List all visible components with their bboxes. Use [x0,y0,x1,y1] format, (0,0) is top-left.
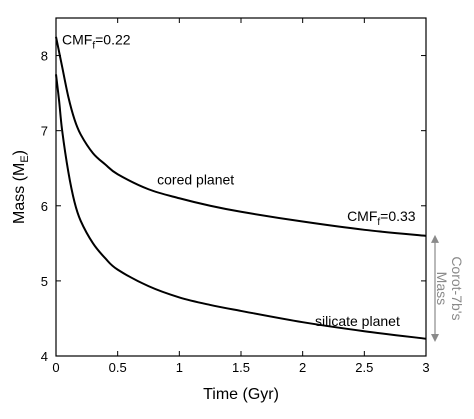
silicate-planet-line [55,74,427,340]
corot-label-line1: Corot-7b's [449,256,465,320]
cored-planet-label: cored planet [157,172,234,188]
corot-label-line2: Mass [434,272,450,305]
y-tick-label: 4 [41,349,48,364]
cored-planet-line [55,36,427,237]
series-group [55,36,427,340]
cmf-top-annotation: CMFf=0.22 [62,32,131,52]
x-tick-label: 3 [422,360,429,375]
range-arrow-up [431,234,439,243]
y-tick-label: 5 [41,274,48,289]
corot-mass-range-indicator [431,234,439,342]
y-axis-title: Mass (ME) [11,150,31,224]
range-arrow-down [431,333,439,342]
plot-border [55,17,427,357]
y-tick-label: 6 [41,199,48,214]
x-tick-label: 2 [299,360,306,375]
silicate-planet-label: silicate planet [315,313,400,329]
x-tick-label: 1.5 [232,360,250,375]
x-axis-title: Time (Gyr) [203,386,279,403]
x-tick-label: 0.5 [109,360,127,375]
x-tick-label: 2.5 [355,360,373,375]
y-tick-label: 7 [41,124,48,139]
x-axis: 0 0.5 1 1.5 2 2.5 3 [52,18,430,375]
x-tick-label: 0 [52,360,59,375]
plot-frame [55,17,427,357]
cmf-right-annotation: CMFf=0.33 [347,208,416,228]
y-tick-label: 8 [41,49,48,64]
x-tick-label: 1 [176,360,183,375]
